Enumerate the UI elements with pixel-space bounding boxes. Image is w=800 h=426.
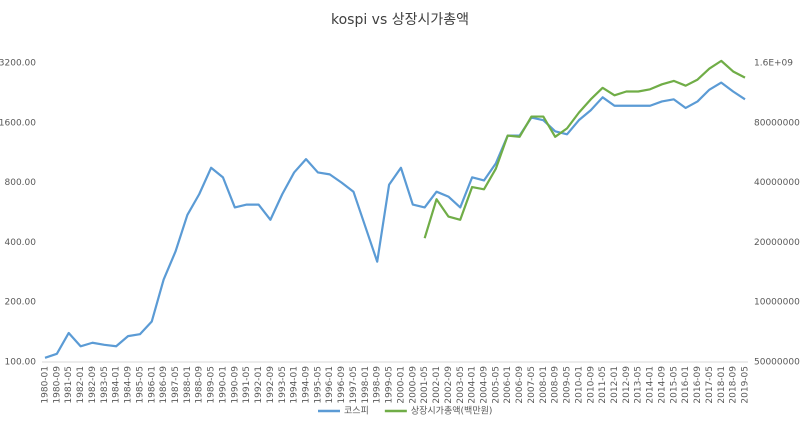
x-tick-label: 2006-01 <box>503 366 513 404</box>
x-tick-label: 2016-01 <box>681 366 691 404</box>
x-tick-label: 1983-05 <box>100 366 110 404</box>
y-tick-label: 1600.00 <box>0 118 36 128</box>
x-tick-label: 2010-01 <box>574 366 584 404</box>
x-tick-label: 1986-09 <box>159 366 169 404</box>
x-tick-label: 1997-05 <box>349 366 359 404</box>
x-tick-label: 2001-05 <box>420 366 430 404</box>
x-tick-label: 1980-01 <box>41 366 51 404</box>
x-tick-label: 2014-01 <box>646 366 656 404</box>
x-tick-label: 2004-09 <box>479 366 489 404</box>
x-tick-label: 2002-01 <box>432 366 442 404</box>
x-tick-label: 2002-09 <box>444 366 454 404</box>
x-tick-label: 1994-01 <box>290 366 300 404</box>
x-tick-label: 2009-05 <box>563 366 573 404</box>
x-tick-label: 1990-01 <box>218 366 228 404</box>
x-tick-label: 2012-09 <box>622 366 632 404</box>
x-tick-label: 1988-01 <box>183 366 193 404</box>
x-tick-label: 1998-01 <box>361 366 371 404</box>
x-tick-label: 1982-09 <box>88 366 98 404</box>
x-tick-label: 1990-09 <box>230 366 240 404</box>
y-tick-label: 200.00 <box>5 298 37 308</box>
series-line <box>44 81 746 359</box>
x-tick-label: 2003-05 <box>456 366 466 404</box>
y2-tick-label: 100000000 <box>754 298 800 308</box>
legend-label: 코스피 <box>344 406 369 417</box>
x-tick-label: 1999-05 <box>385 366 395 404</box>
x-tick-label: 1984-09 <box>124 366 134 404</box>
x-tick-label: 1982-01 <box>76 366 86 404</box>
x-tick-label: 2008-01 <box>539 366 549 404</box>
x-tick-label: 1992-01 <box>254 366 264 404</box>
x-tick-label: 1994-09 <box>302 366 312 404</box>
x-tick-label: 2018-01 <box>717 366 727 404</box>
x-tick-label: 2005-05 <box>491 366 501 404</box>
x-tick-label: 2019-05 <box>741 366 751 404</box>
chart-title: kospi vs 상장시가총액 <box>331 12 469 28</box>
x-tick-label: 1988-09 <box>195 366 205 404</box>
x-tick-label: 2000-01 <box>396 366 406 404</box>
y-tick-label: 400.00 <box>5 238 37 248</box>
x-tick-label: 2011-05 <box>598 366 608 404</box>
y2-tick-label: 800000000 <box>754 118 800 128</box>
x-tick-label: 2014-09 <box>657 366 667 404</box>
x-tick-label: 1986-01 <box>147 366 157 404</box>
x-tick-label: 2017-05 <box>705 366 715 404</box>
x-tick-label: 1991-05 <box>242 366 252 404</box>
x-tick-label: 1980-09 <box>52 366 62 404</box>
x-tick-label: 2004-01 <box>468 366 478 404</box>
x-tick-label: 1996-01 <box>325 366 335 404</box>
x-tick-label: 2000-09 <box>408 366 418 404</box>
x-tick-label: 2006-09 <box>515 366 525 404</box>
x-tick-label: 2007-05 <box>527 366 537 404</box>
x-tick-label: 2018-09 <box>729 366 739 404</box>
x-tick-label: 2008-09 <box>551 366 561 404</box>
x-tick-label: 1998-09 <box>373 366 383 404</box>
x-tick-label: 1992-09 <box>266 366 276 404</box>
x-tick-label: 1996-09 <box>337 366 347 404</box>
y2-tick-label: 400000000 <box>754 178 800 188</box>
y2-tick-label: 1.6E+09 <box>754 59 793 69</box>
x-tick-label: 1985-05 <box>135 366 145 404</box>
series-line <box>423 59 746 239</box>
y-tick-label: 3200.00 <box>0 59 36 69</box>
x-tick-label: 1987-05 <box>171 366 181 404</box>
x-tick-label: 2010-09 <box>586 366 596 404</box>
y2-tick-label: 50000000 <box>754 358 800 368</box>
x-tick-label: 1993-05 <box>278 366 288 404</box>
x-tick-label: 1995-05 <box>313 366 323 404</box>
y-tick-label: 100.00 <box>5 358 37 368</box>
legend-label: 상장시가총액(백만원) <box>411 405 493 417</box>
x-tick-label: 1989-05 <box>207 366 217 404</box>
x-tick-label: 1984-01 <box>112 366 122 404</box>
y2-tick-label: 200000000 <box>754 238 800 248</box>
x-tick-label: 2016-09 <box>693 366 703 404</box>
x-tick-label: 1981-05 <box>64 366 74 404</box>
x-tick-label: 2015-05 <box>669 366 679 404</box>
x-tick-label: 2013-05 <box>634 366 644 404</box>
y-tick-label: 800.00 <box>5 178 37 188</box>
x-tick-label: 2012-01 <box>610 366 620 404</box>
